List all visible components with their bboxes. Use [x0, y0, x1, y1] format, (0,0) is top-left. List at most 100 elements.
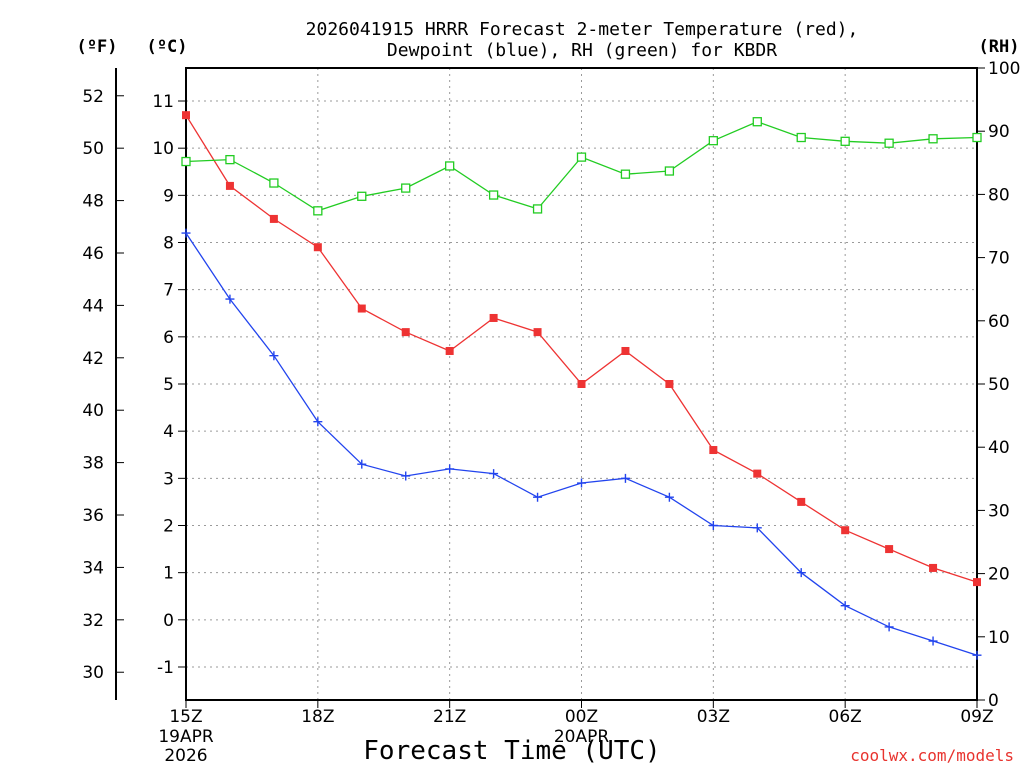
x-tick-year-label: 2026 [164, 746, 207, 766]
temperature-point [621, 346, 630, 355]
rh-tick-label: 80 [988, 185, 1010, 205]
dewpoint-point [269, 351, 279, 361]
rh-point [884, 138, 894, 148]
celsius-tick-label: 5 [163, 375, 174, 395]
celsius-tick-label: 3 [163, 469, 174, 489]
dewpoint-point [357, 459, 367, 469]
dewpoint-point [225, 294, 235, 304]
rh-tick-label: 60 [988, 312, 1010, 332]
axes [115, 67, 985, 708]
temperature-point [533, 328, 542, 337]
celsius-tick-label: 6 [163, 328, 174, 348]
x-tick-date-label: 20APR [554, 727, 610, 747]
temperature-point [445, 346, 454, 355]
fahrenheit-tick-label: 36 [82, 506, 104, 526]
dewpoint-point [181, 228, 191, 238]
temperature-point [709, 446, 718, 455]
fahrenheit-tick-label: 44 [82, 296, 104, 316]
temperature-point [182, 111, 190, 120]
x-tick-label: 03Z [697, 707, 730, 727]
dewpoint-point [796, 568, 806, 578]
temperature-point [885, 545, 894, 554]
rh-point [488, 190, 499, 200]
rh-point [181, 156, 191, 167]
rh-tick-label: 90 [988, 122, 1010, 142]
temperature-point [753, 469, 762, 478]
x-tick-label: 09Z [960, 707, 993, 727]
celsius-tick-label: 11 [152, 92, 174, 112]
x-tick-label: 15Z [169, 707, 202, 727]
fahrenheit-tick-label: 30 [82, 663, 104, 683]
dewpoint-point [752, 523, 762, 533]
dewpoint-point [708, 520, 718, 530]
celsius-tick-label: 0 [163, 611, 174, 631]
x-tick-label: 18Z [301, 707, 334, 727]
rh-point [708, 136, 718, 146]
dewpoint-point [884, 622, 894, 632]
rh-tick-label: 50 [988, 375, 1010, 395]
data-series [181, 111, 982, 660]
temperature-point [269, 214, 278, 223]
rh-point [752, 117, 762, 127]
rh-point [664, 166, 675, 176]
rh-point [972, 132, 982, 143]
rh-tick-label: 70 [988, 249, 1010, 269]
celsius-tick-label: 10 [152, 139, 174, 159]
credit-link[interactable]: coolwx.com/models [850, 746, 1014, 765]
fahrenheit-tick-label: 34 [82, 558, 104, 578]
rh-point [357, 191, 367, 201]
fahrenheit-tick-label: 52 [82, 87, 104, 107]
fahrenheit-tick-label: 46 [82, 244, 104, 264]
rh-point [269, 178, 279, 188]
rh-tick-label: 10 [988, 628, 1010, 648]
chart-title-line1: 2026041915 HRRR Forecast 2-meter Tempera… [306, 19, 859, 40]
dewpoint-point [489, 469, 499, 479]
celsius-tick-label: 4 [163, 422, 174, 442]
temperature-point [489, 313, 498, 322]
temperature-point [929, 563, 938, 572]
x-tick-date-label: 19APR [158, 727, 214, 747]
x-tick-label: 21Z [433, 707, 466, 727]
x-axis-title: Forecast Time (UTC) [363, 736, 660, 766]
rh-point [445, 161, 455, 171]
rh-tick-label: 100 [988, 59, 1020, 79]
rh-point [225, 154, 235, 165]
temperature-point [313, 243, 322, 252]
rh-unit-label: (RH) [979, 37, 1020, 57]
temperature-point [973, 578, 981, 587]
dewpoint-point [972, 650, 982, 660]
celsius-unit-label: (ºC) [147, 37, 188, 57]
celsius-tick-label: 9 [163, 186, 174, 206]
rh-point [620, 169, 631, 179]
fahrenheit-tick-label: 50 [82, 139, 104, 159]
dewpoint-point [401, 471, 411, 481]
celsius-tick-label: 1 [163, 564, 174, 584]
fahrenheit-unit-label: (ºF) [77, 37, 118, 57]
fahrenheit-tick-label: 48 [82, 192, 104, 212]
dewpoint-point [620, 473, 630, 483]
rh-tick-label: 40 [988, 438, 1010, 458]
temperature-point [797, 497, 806, 506]
rh-point [532, 204, 543, 214]
temperature-point [401, 328, 410, 337]
chart-title-line2: Dewpoint (blue), RH (green) for KBDR [387, 40, 777, 61]
temperature-point [841, 526, 850, 535]
temperature-point [357, 304, 366, 313]
dewpoint-point [840, 601, 850, 611]
temperature-point [665, 380, 674, 388]
dewpoint-point [664, 492, 674, 502]
fahrenheit-tick-label: 38 [82, 454, 104, 474]
fahrenheit-tick-label: 40 [82, 401, 104, 421]
rh-tick-label: 0 [988, 691, 999, 711]
rh-point [401, 183, 411, 193]
rh-tick-label: 30 [988, 501, 1010, 521]
rh-point [576, 152, 587, 162]
celsius-tick-label: -1 [157, 658, 174, 678]
rh-point [796, 132, 806, 143]
rh-point [313, 206, 323, 216]
dewpoint-point [533, 492, 543, 502]
celsius-tick-label: 2 [163, 516, 174, 536]
temperature-point [225, 181, 234, 190]
